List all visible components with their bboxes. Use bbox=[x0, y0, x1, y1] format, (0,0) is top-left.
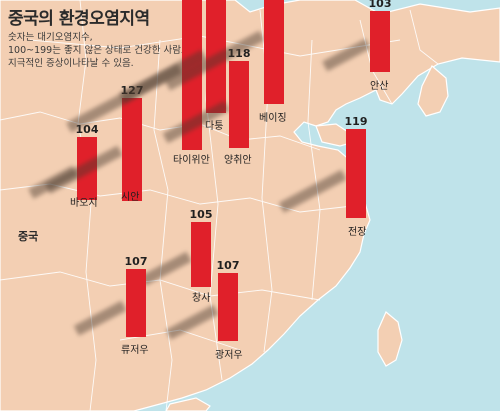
page-title: 중국의 환경오염지역 bbox=[8, 9, 150, 29]
city-name: 바오지 bbox=[70, 198, 98, 209]
index-description: 숫자는 대기오염지수, 100~199는 좋지 않은 상태로 건강한 사람도 지… bbox=[8, 32, 190, 69]
pollution-bar bbox=[370, 10, 390, 72]
korea-peninsula bbox=[417, 65, 449, 117]
city-name: 광저우 bbox=[215, 350, 243, 361]
city-name: 다퉁 bbox=[205, 121, 224, 132]
pollution-value: 127 bbox=[120, 84, 144, 98]
pollution-bar bbox=[206, 0, 226, 113]
pollution-bar bbox=[346, 129, 366, 218]
city-name: 베이징 bbox=[259, 113, 287, 124]
pollution-value: 107 bbox=[216, 258, 240, 272]
city-name: 안산 bbox=[370, 81, 389, 92]
city-name: 양취안 bbox=[224, 155, 252, 166]
pollution-value: 118 bbox=[227, 46, 251, 60]
city-name: 류저우 bbox=[121, 345, 149, 356]
pollution-bar bbox=[182, 0, 202, 150]
country-label: 중국 bbox=[18, 230, 39, 243]
city-name: 타이위안 bbox=[173, 155, 210, 166]
pollution-bar bbox=[77, 137, 97, 200]
pollution-value: 103 bbox=[368, 0, 392, 10]
taiwan-island bbox=[377, 311, 403, 367]
city-name: 시안 bbox=[121, 192, 140, 203]
city-name: 전장 bbox=[348, 227, 367, 238]
pollution-bar bbox=[218, 272, 238, 341]
pollution-value: 105 bbox=[189, 208, 213, 222]
pollution-value: 119 bbox=[344, 115, 368, 129]
city-name: 창사 bbox=[192, 293, 211, 304]
pollution-value: 107 bbox=[124, 254, 148, 268]
pollution-bar bbox=[122, 98, 142, 201]
pollution-bar bbox=[264, 0, 284, 104]
hainan-island bbox=[165, 397, 211, 411]
pollution-bar bbox=[229, 60, 249, 148]
pollution-value: 104 bbox=[75, 123, 99, 137]
pollution-bar bbox=[191, 222, 211, 287]
pollution-bar bbox=[126, 268, 146, 337]
